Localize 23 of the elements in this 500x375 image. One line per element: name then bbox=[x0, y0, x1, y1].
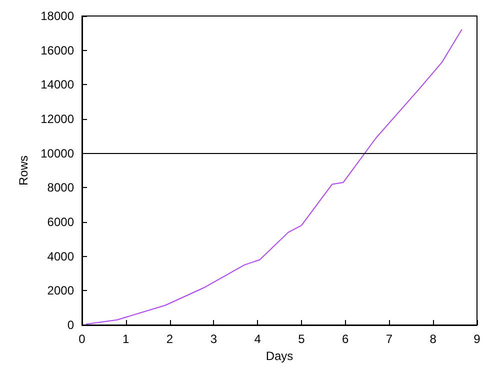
y-tick-label: 4000 bbox=[47, 249, 74, 264]
x-tick-label: 5 bbox=[298, 332, 306, 346]
x-tick-label: 8 bbox=[430, 332, 437, 346]
x-axis-title: Days bbox=[266, 349, 294, 363]
x-tick-label: 4 bbox=[254, 332, 262, 346]
y-tick-label: 14000 bbox=[40, 78, 74, 92]
x-tick-label: 3 bbox=[210, 332, 218, 346]
x-tick-label: 6 bbox=[342, 332, 349, 346]
y-axis-title: Rows bbox=[16, 155, 31, 186]
x-tick-label: 2 bbox=[166, 332, 174, 346]
x-tick-label: 1 bbox=[122, 332, 130, 346]
y-tick-label: 16000 bbox=[40, 43, 74, 58]
x-tick-label: 0 bbox=[78, 332, 86, 346]
line-series bbox=[86, 29, 462, 325]
x-tick-label: 9 bbox=[474, 332, 481, 346]
y-tick-label: 8000 bbox=[47, 180, 74, 195]
y-tick-label: 18000 bbox=[40, 9, 74, 23]
y-tick-label: 2000 bbox=[47, 284, 74, 298]
y-tick-label: 10000 bbox=[40, 146, 74, 160]
x-tick-label: 7 bbox=[386, 332, 393, 346]
y-tick-label: 0 bbox=[67, 318, 74, 332]
y-tick-label: 6000 bbox=[47, 215, 74, 229]
y-tick-label: 12000 bbox=[40, 112, 74, 126]
